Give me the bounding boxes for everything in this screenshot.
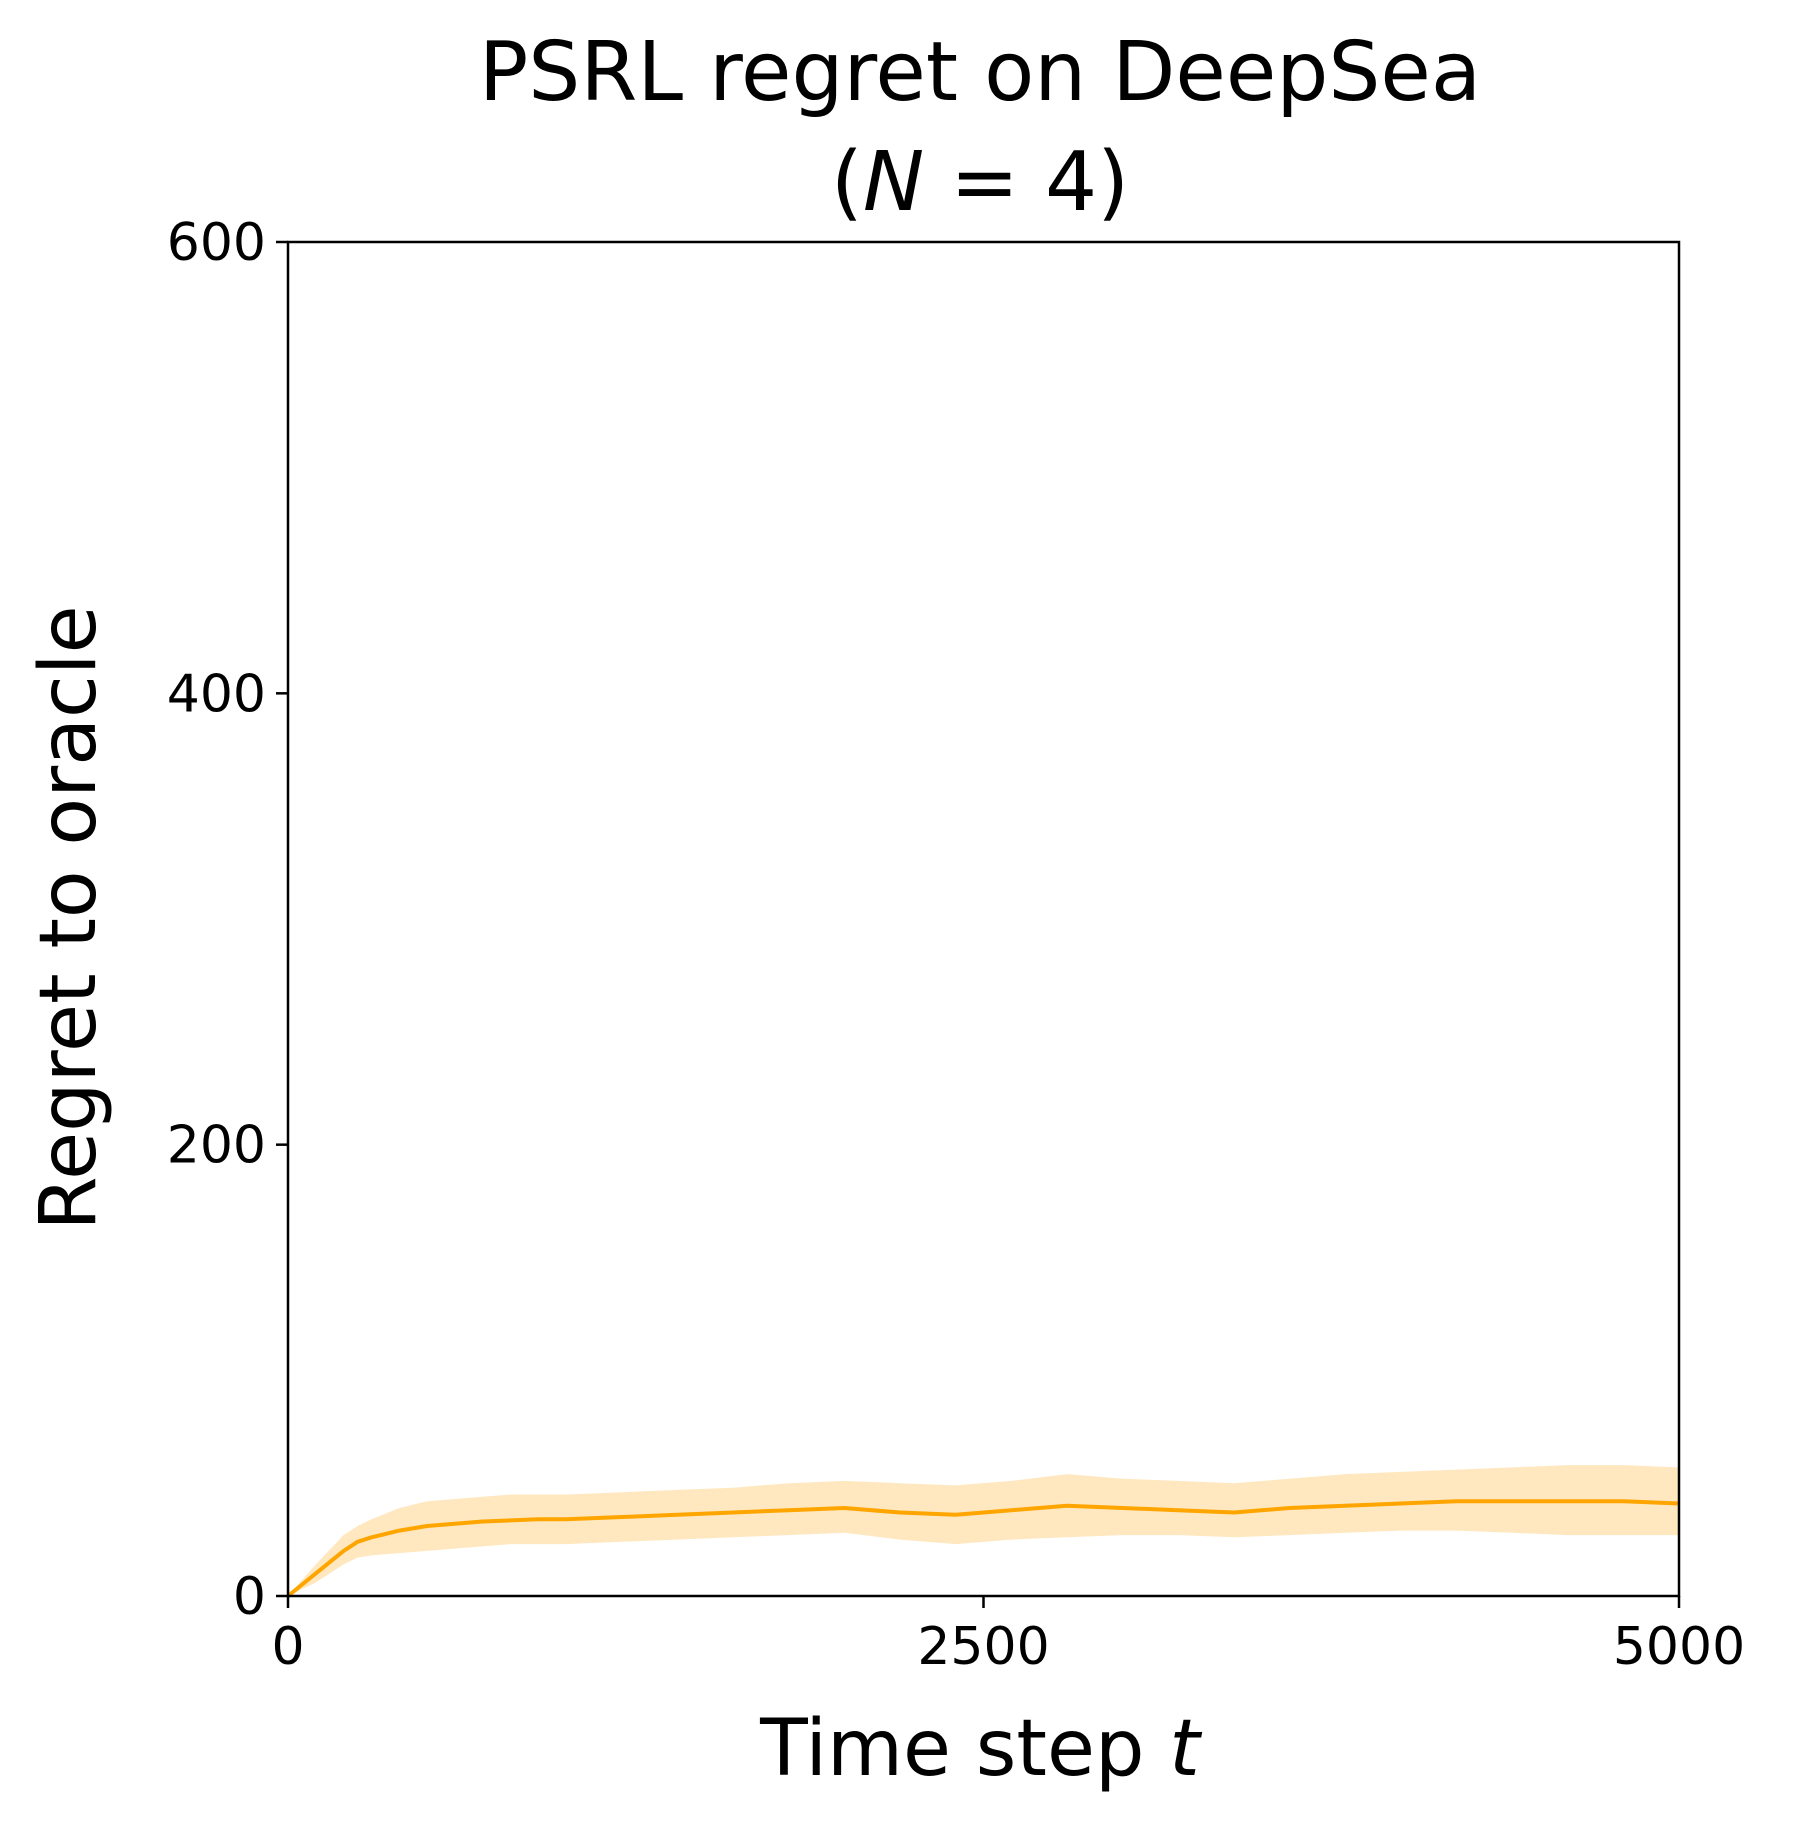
plot-area [286, 240, 1681, 1598]
regret-line-0 [286, 1499, 1680, 1598]
title-paren-open: ( [831, 135, 863, 230]
x-axis-label-text: Time step [759, 1704, 1169, 1794]
x-tick-label: 2500 [917, 1617, 1049, 1677]
y-tick-label: 200 [167, 1116, 266, 1176]
title-variable: N [863, 135, 924, 230]
y-tick-label: 0 [233, 1567, 266, 1627]
confidence-band-0 [288, 1465, 1679, 1596]
y-axis-label: Regret to oracle [24, 605, 114, 1230]
x-axis-label-variable: t [1169, 1704, 1202, 1794]
axes-frame [286, 240, 1681, 1598]
axis-ticks: 0 2500 5000 0 200 400 600 [167, 213, 1745, 1677]
x-tick-label: 5000 [1613, 1617, 1745, 1677]
x-tick-label: 0 [271, 1617, 304, 1677]
chart-title-line2: (N = 4) [831, 135, 1129, 230]
y-tick-label: 400 [167, 664, 266, 724]
chart-title-line1: PSRL regret on DeepSea [479, 25, 1481, 120]
y-tick-label: 600 [167, 213, 266, 273]
x-axis-label: Time step t [759, 1704, 1202, 1794]
title-rest: = 4) [924, 135, 1129, 230]
